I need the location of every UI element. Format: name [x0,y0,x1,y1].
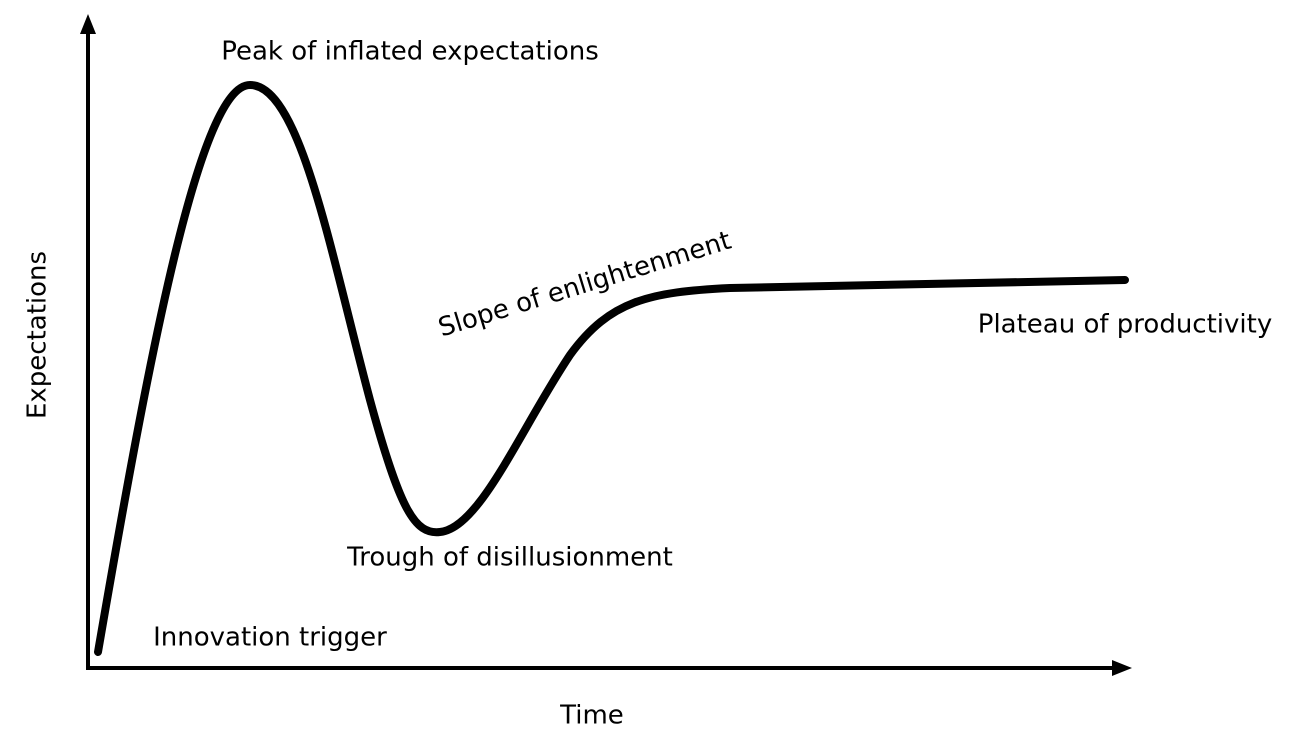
hype-curve [94,81,1129,656]
phase-label: Innovation trigger [153,623,387,653]
phase-label: Plateau of productivity [978,310,1272,340]
axes [86,30,1115,670]
x-axis-label: Time [559,701,624,731]
phase-label: Peak of inflated expectations [221,37,599,67]
y-axis-arrow [80,14,96,34]
y-axis-label: Expectations [23,251,53,419]
phase-label: Trough of disillusionment [346,543,673,573]
x-axis-arrow [1112,660,1132,676]
phase-label: Slope of enlightenment [435,226,735,344]
